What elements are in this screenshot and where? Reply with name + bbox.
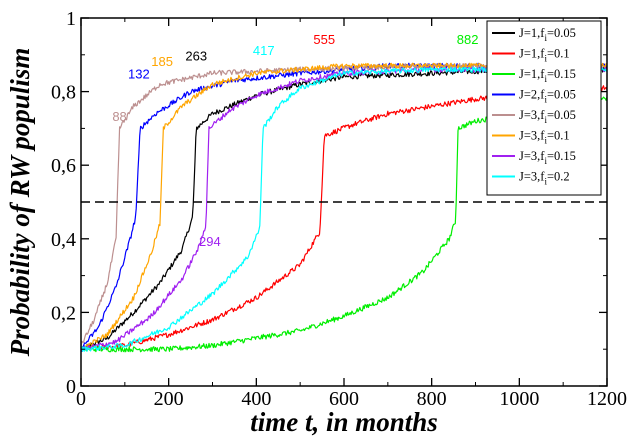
x-axis-title: time t, in months [250,407,438,437]
jump-time-label: 294 [199,234,221,249]
y-tick-label: 0,2 [51,302,76,324]
y-tick-label: 0 [66,376,76,398]
x-tick-label: 1200 [587,388,627,410]
jump-time-label: 88 [112,109,126,124]
x-tick-label: 400 [241,388,271,410]
legend-label: J=3,fi=0.2 [519,170,570,187]
y-tick-label: 1 [66,8,76,30]
jump-time-label: 417 [253,43,275,58]
legend: J=1,fi=0.05 J=1,fi=0.1 J=1,fi=0.15 J=2,fi=0… [486,20,602,196]
x-tick-label: 1000 [499,388,539,410]
x-tick-label: 0 [76,388,86,410]
axis-ticks: 0 200 400 600 800 1000 1200 0 0,2 0,4 0,6 0,8 1 [51,8,627,410]
legend-label: J=3,fi=0.05 [519,108,576,125]
legend-label: J=1,fi=0.05 [519,26,576,43]
series-lines [80,62,608,353]
jump-time-label: 185 [151,54,173,69]
jump-time-label: 263 [185,48,207,63]
legend-label: J=1,fi=0.15 [519,67,576,84]
jump-time-label: 882 [457,32,479,47]
legend-box [486,20,602,196]
jump-time-label: 555 [313,32,335,47]
y-tick-label: 0,6 [51,155,76,177]
x-tick-label: 800 [417,388,447,410]
jump-time-label: 132 [128,67,150,82]
legend-label: J=3,fi=0.15 [519,149,576,166]
x-tick-label: 600 [329,388,359,410]
y-axis-title: Probability of RW populism [5,48,35,358]
legend-label: J=3,fi=0.1 [519,129,570,146]
x-tick-label: 200 [154,388,184,410]
legend-label: J=2,fi=0.05 [519,88,576,105]
y-tick-label: 0,8 [51,82,76,104]
legend-label: J=1,fi=0.1 [519,47,570,64]
y-tick-label: 0,4 [51,229,76,251]
